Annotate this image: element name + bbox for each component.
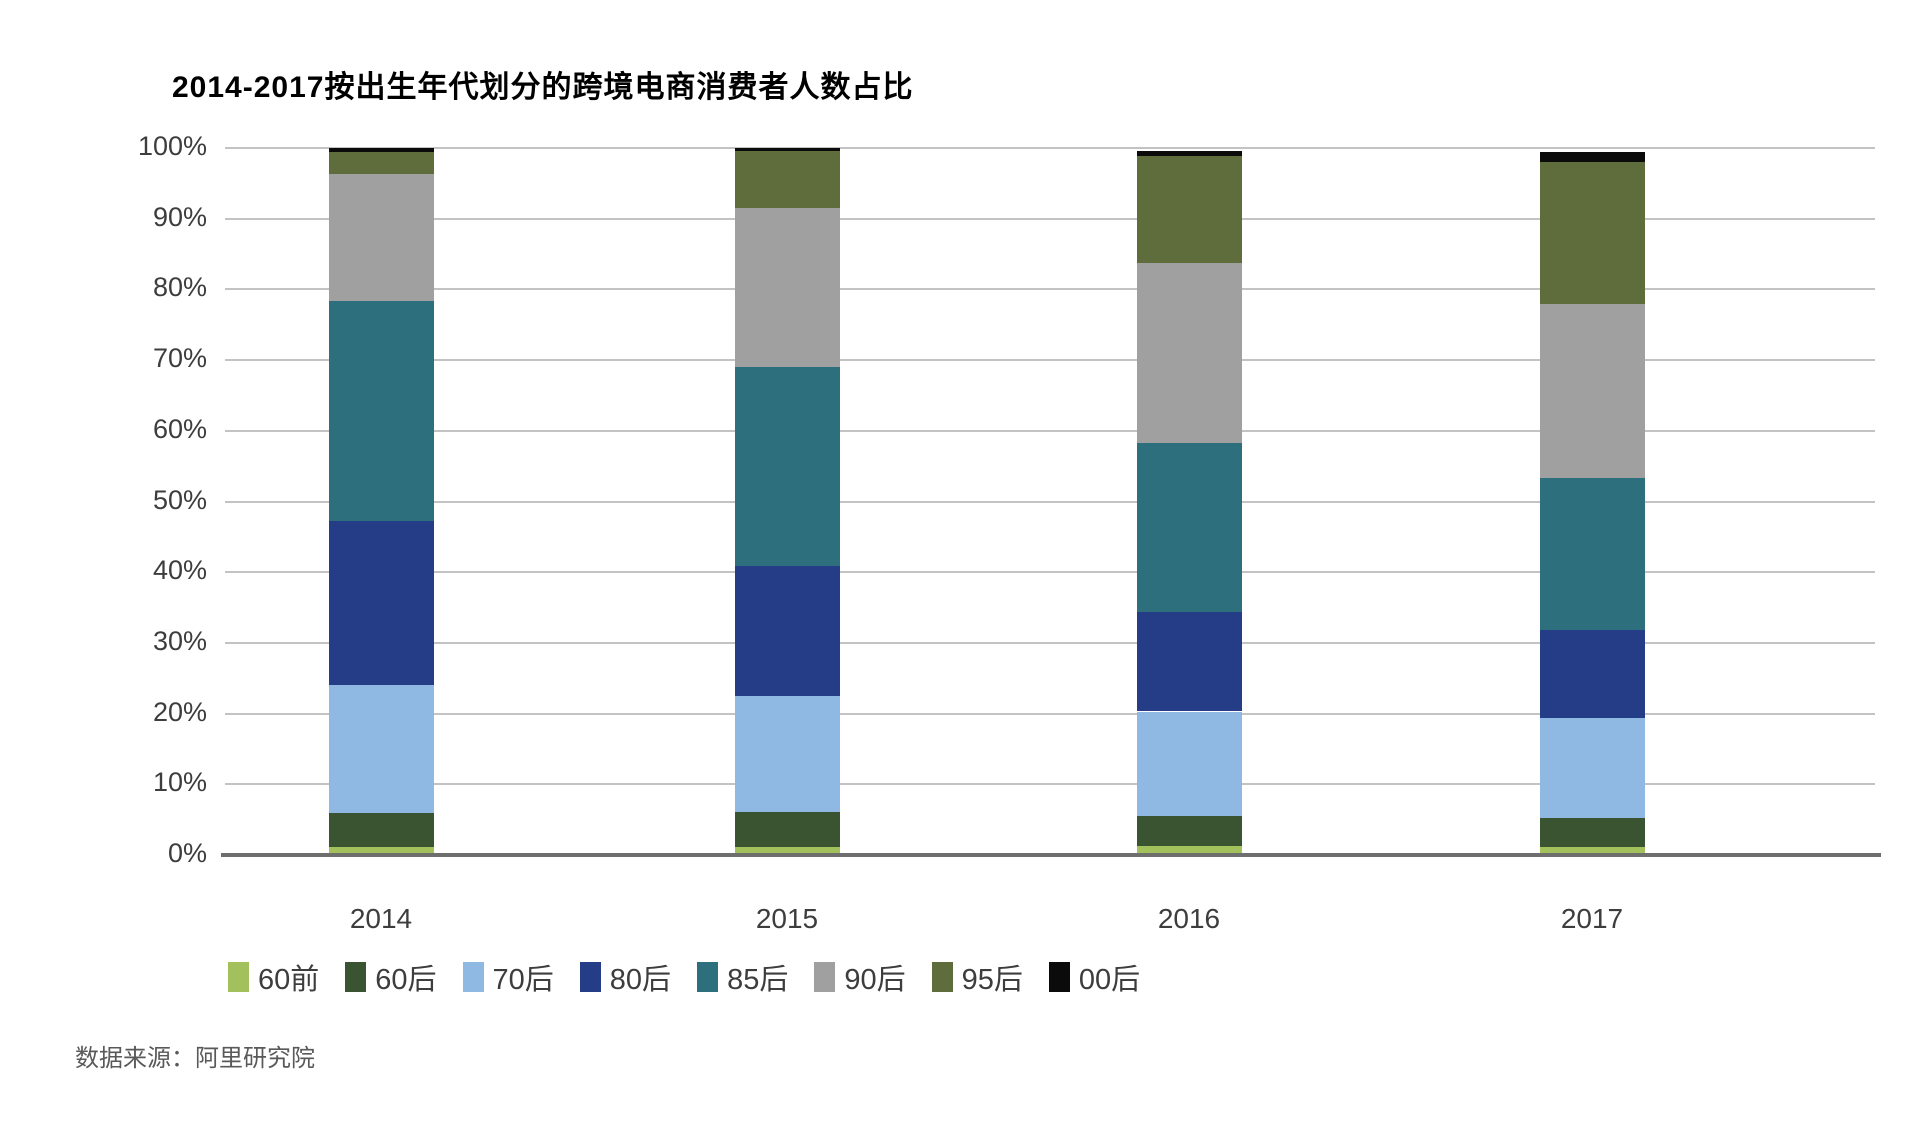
bar-segment	[328, 685, 434, 813]
legend-label: 85后	[727, 964, 789, 996]
bar-segment	[328, 520, 434, 686]
legend-swatch	[814, 962, 836, 992]
bar-segment	[1539, 162, 1645, 304]
bar-segment	[328, 174, 434, 302]
y-axis-tick-label: 90%	[152, 201, 207, 232]
bar-segment	[734, 811, 840, 847]
bar-segment	[328, 148, 434, 152]
bar-segment	[1136, 611, 1242, 712]
bar-segment	[1539, 717, 1645, 819]
gridline-60	[225, 429, 1875, 432]
legend-label: 70后	[492, 964, 554, 996]
bar-segment	[1136, 845, 1242, 855]
legend-label: 95后	[961, 964, 1023, 996]
legend-swatch	[697, 962, 719, 992]
bar-2017	[1539, 148, 1645, 855]
bar-2014	[328, 148, 434, 855]
y-axis-tick-label: 30%	[152, 625, 207, 656]
legend-swatch	[345, 962, 367, 992]
gridline-50	[225, 500, 1875, 503]
y-axis-tick-label: 80%	[152, 272, 207, 303]
legend-swatch	[579, 962, 601, 992]
bar-segment	[328, 151, 434, 175]
legend-item: 85后	[697, 956, 788, 998]
legend-item: 70后	[462, 956, 554, 998]
legend-item: 90后	[814, 956, 906, 998]
legend-label: 60后	[375, 964, 437, 996]
bar-segment	[1136, 711, 1242, 817]
y-axis-tick-label: 20%	[152, 696, 207, 727]
y-axis-tick-label: 10%	[152, 767, 207, 798]
bar-2015	[734, 148, 840, 855]
x-axis-label: 2014	[349, 903, 413, 934]
gridline-70	[225, 359, 1875, 362]
gridline-100	[225, 147, 1875, 149]
y-axis-tick-label: 100%	[137, 131, 207, 161]
bar-segment	[734, 846, 840, 855]
y-axis-tick-label: 50%	[152, 484, 207, 515]
bar-segment	[1539, 818, 1645, 847]
legend-label: 90后	[844, 964, 906, 996]
bar-segment	[1539, 478, 1645, 631]
y-axis-tick-label: 0%	[167, 838, 207, 868]
legend-label: 60前	[258, 964, 320, 996]
bar-segment	[328, 846, 434, 855]
legend-item: 60前	[228, 956, 319, 998]
legend-swatch	[1048, 962, 1070, 992]
gridline-40	[225, 571, 1875, 574]
bar-segment	[1539, 151, 1645, 163]
bar-segment	[1539, 846, 1645, 855]
bar-segment	[734, 695, 840, 812]
bar-segment	[328, 812, 434, 847]
data-source-note: 数据来源：阿里研究院	[75, 1045, 315, 1072]
legend-label: 80后	[609, 964, 672, 996]
bar-segment	[734, 565, 840, 696]
plot-area: 0% 10% 20% 30% 40% 50% 60% 70% 80% 90% 100% 2014 201…	[138, 131, 1881, 934]
legend-item: 60后	[345, 956, 437, 998]
chart-title: 2014-2017按出生年代划分的跨境电商消费者人数占比	[172, 71, 914, 104]
x-axis-line	[221, 853, 1881, 857]
gridline-20	[225, 712, 1875, 715]
bar-segment	[734, 148, 840, 151]
x-axis-label: 2016	[1157, 903, 1221, 934]
bar-segment	[734, 208, 840, 368]
x-axis-label: 2017	[1560, 903, 1624, 934]
x-axis-label: 2015	[755, 903, 819, 934]
legend-item: 80后	[579, 956, 672, 998]
y-axis-tick-label: 40%	[152, 555, 207, 586]
legend-label: 00后	[1078, 964, 1141, 996]
legend-item: 00后	[1048, 956, 1141, 998]
legend-swatch	[462, 962, 484, 992]
bar-segment	[1539, 303, 1645, 479]
bar-segment	[1136, 155, 1242, 264]
bar-segment	[1136, 150, 1242, 156]
gridline-10	[225, 783, 1875, 786]
y-axis-tick-label: 60%	[152, 413, 207, 444]
bar-segment	[1136, 816, 1242, 846]
bar-segment	[734, 150, 840, 209]
legend-swatch	[931, 962, 953, 992]
legend-item: 95后	[931, 956, 1023, 998]
bar-segment	[1539, 630, 1645, 718]
gridline-90	[225, 217, 1875, 220]
legend-swatch	[228, 962, 249, 992]
bar-segment	[328, 301, 434, 521]
legend: 60前 60后 70后 80后 85后 90后 95后 00后	[228, 956, 1140, 998]
gridline-80	[225, 288, 1875, 291]
gridline-30	[225, 641, 1875, 644]
bar-2016	[1136, 148, 1242, 855]
y-axis-tick-label: 70%	[152, 343, 207, 374]
bar-segment	[1136, 442, 1242, 612]
bar-segment	[1136, 263, 1242, 443]
bar-segment	[734, 367, 840, 566]
